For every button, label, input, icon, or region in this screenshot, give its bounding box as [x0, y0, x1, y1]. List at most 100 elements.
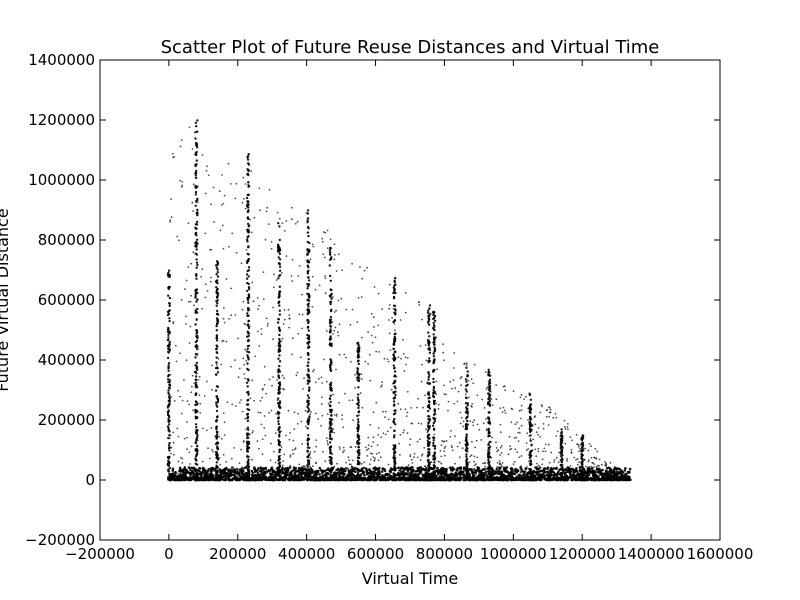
scatter-point — [278, 225, 281, 228]
scatter-point — [258, 304, 260, 307]
scatter-point — [245, 428, 248, 431]
scatter-point — [624, 473, 627, 477]
scatter-point — [211, 364, 213, 367]
scatter-point — [534, 448, 537, 451]
scatter-point — [442, 343, 444, 346]
scatter-point — [508, 435, 511, 438]
scatter-point — [268, 378, 271, 381]
scatter-point — [219, 463, 222, 466]
scatter-point — [246, 408, 249, 411]
scatter-point — [606, 471, 609, 474]
scatter-point — [452, 367, 455, 369]
scatter-point — [196, 335, 199, 338]
scatter-point — [299, 356, 302, 359]
scatter-point — [253, 467, 256, 471]
scatter-point — [413, 476, 415, 479]
scatter-point — [216, 405, 219, 408]
scatter-point — [573, 456, 576, 459]
scatter-point — [553, 476, 556, 480]
scatter-point — [253, 216, 256, 219]
scatter-point — [546, 409, 548, 411]
scatter-point — [215, 385, 219, 388]
scatter-point — [326, 442, 329, 444]
scatter-point — [215, 339, 219, 342]
scatter-point — [188, 126, 191, 129]
scatter-point — [242, 300, 245, 303]
scatter-point — [517, 477, 520, 480]
scatter-point — [277, 368, 280, 371]
scatter-point — [215, 419, 219, 422]
scatter-point — [281, 479, 284, 481]
scatter-point — [297, 412, 299, 415]
scatter-point — [491, 404, 494, 406]
scatter-point — [548, 407, 551, 409]
scatter-point — [467, 379, 470, 382]
scatter-point — [375, 472, 378, 475]
scatter-point — [361, 336, 363, 339]
scatter-point — [256, 471, 260, 475]
scatter-point — [390, 478, 392, 481]
scatter-point — [416, 440, 419, 443]
scatter-point — [453, 352, 456, 354]
scatter-point — [306, 259, 309, 262]
scatter-point — [389, 349, 392, 351]
scatter-point — [361, 406, 364, 409]
scatter-point — [324, 292, 327, 295]
scatter-point — [189, 468, 192, 472]
scatter-point — [537, 447, 540, 450]
scatter-point — [278, 262, 281, 266]
scatter-point — [378, 472, 381, 475]
scatter-point — [210, 280, 212, 283]
scatter-point — [529, 438, 532, 440]
scatter-point — [240, 448, 242, 451]
scatter-point — [195, 449, 198, 452]
scatter-point — [588, 474, 591, 477]
scatter-point — [201, 460, 204, 463]
scatter-point — [277, 317, 280, 321]
scatter-point — [277, 375, 280, 378]
scatter-point — [195, 142, 199, 145]
scatter-point — [514, 423, 517, 426]
scatter-point — [495, 447, 498, 449]
scatter-point — [194, 190, 198, 194]
scatter-point — [500, 479, 502, 481]
scatter-point — [305, 470, 309, 474]
scatter-point — [464, 362, 466, 365]
scatter-point — [324, 460, 327, 463]
scatter-point — [300, 420, 303, 423]
scatter-point — [183, 437, 186, 440]
scatter-point — [401, 478, 403, 481]
scatter-point — [172, 474, 176, 478]
scatter-point — [393, 322, 396, 325]
scatter-point — [167, 369, 170, 372]
scatter-point — [314, 462, 317, 465]
scatter-point — [194, 152, 197, 155]
scatter-point — [216, 466, 219, 469]
scatter-point — [333, 258, 336, 261]
scatter-point — [262, 469, 265, 472]
scatter-point — [587, 477, 590, 479]
scatter-point — [541, 473, 544, 475]
scatter-point — [398, 442, 401, 445]
scatter-point — [229, 468, 232, 470]
scatter-point — [587, 449, 590, 452]
scatter-point — [541, 405, 543, 408]
scatter-point — [194, 457, 197, 460]
scatter-point — [314, 478, 317, 481]
scatter-point — [283, 478, 287, 482]
scatter-point — [246, 347, 249, 350]
scatter-point — [564, 478, 567, 482]
scatter-point — [170, 452, 172, 455]
scatter-point — [188, 403, 191, 406]
scatter-point — [404, 311, 407, 314]
scatter-point — [550, 469, 553, 471]
scatter-point — [206, 469, 210, 473]
scatter-point — [382, 432, 385, 435]
scatter-point — [166, 463, 170, 466]
scatter-point — [196, 345, 199, 348]
scatter-point — [230, 457, 233, 460]
scatter-point — [588, 443, 591, 445]
scatter-point — [332, 333, 334, 335]
scatter-point — [211, 388, 213, 391]
scatter-point — [484, 465, 486, 468]
